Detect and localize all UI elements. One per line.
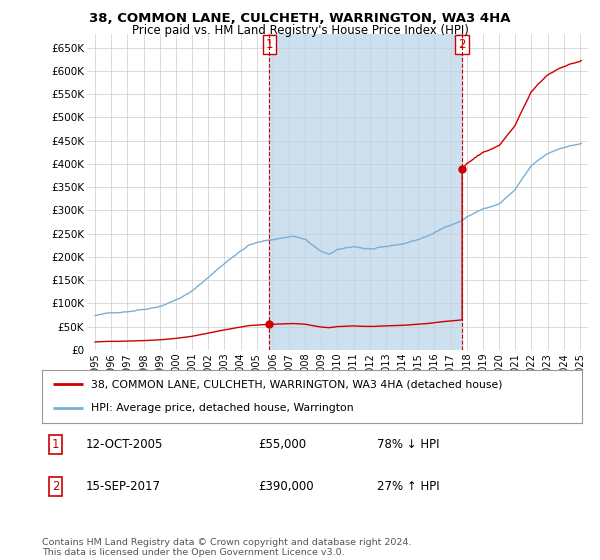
Bar	[269, 34, 462, 350]
Text: Contains HM Land Registry data © Crown copyright and database right 2024.
This d: Contains HM Land Registry data © Crown c…	[42, 538, 412, 557]
Text: 15-SEP-2017: 15-SEP-2017	[85, 480, 160, 493]
Text: 12-OCT-2005: 12-OCT-2005	[85, 438, 163, 451]
Text: 2: 2	[52, 480, 59, 493]
Text: 38, COMMON LANE, CULCHETH, WARRINGTON, WA3 4HA: 38, COMMON LANE, CULCHETH, WARRINGTON, W…	[89, 12, 511, 25]
Text: £55,000: £55,000	[258, 438, 306, 451]
Text: HPI: Average price, detached house, Warrington: HPI: Average price, detached house, Warr…	[91, 403, 353, 413]
Text: 27% ↑ HPI: 27% ↑ HPI	[377, 480, 439, 493]
Text: Price paid vs. HM Land Registry's House Price Index (HPI): Price paid vs. HM Land Registry's House …	[131, 24, 469, 36]
Text: 1: 1	[266, 38, 273, 52]
Text: 2: 2	[458, 38, 466, 52]
Text: 1: 1	[52, 438, 59, 451]
Text: £390,000: £390,000	[258, 480, 314, 493]
Text: 38, COMMON LANE, CULCHETH, WARRINGTON, WA3 4HA (detached house): 38, COMMON LANE, CULCHETH, WARRINGTON, W…	[91, 380, 502, 390]
Text: 78% ↓ HPI: 78% ↓ HPI	[377, 438, 439, 451]
